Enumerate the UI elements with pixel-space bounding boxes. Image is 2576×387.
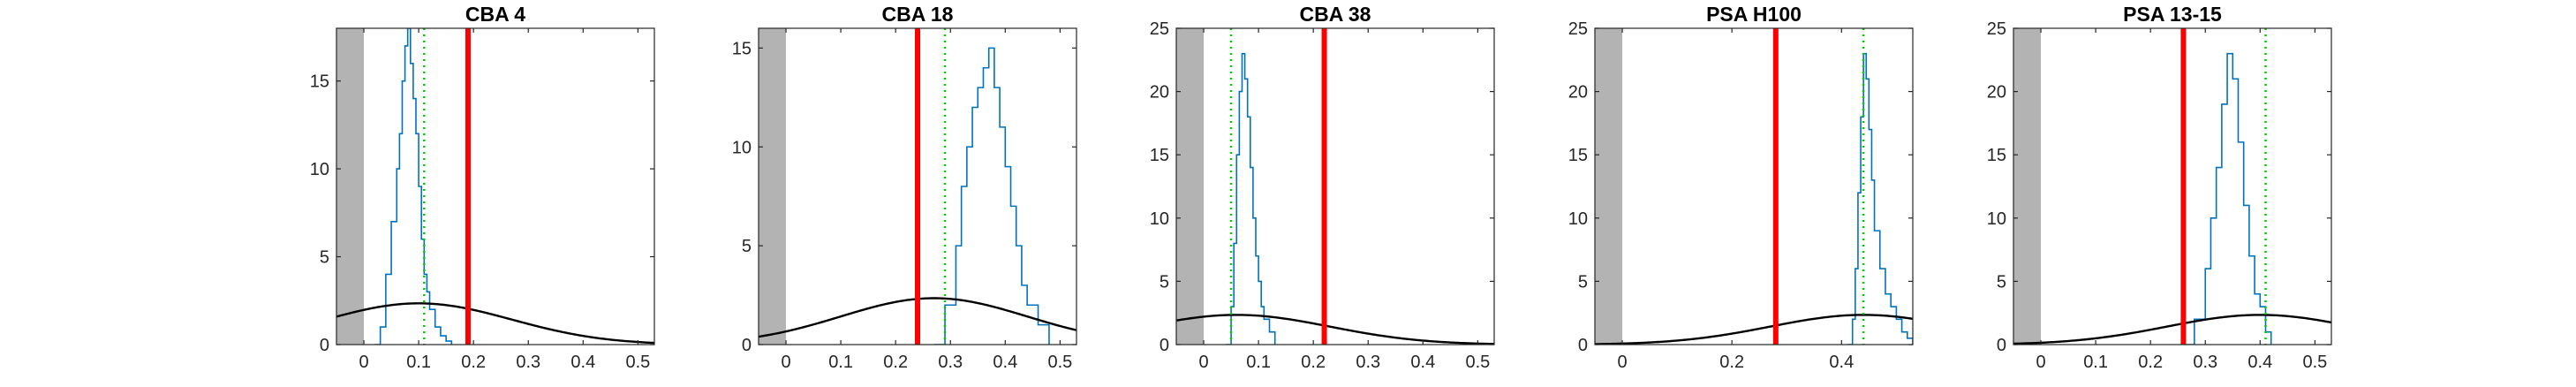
x-tick-label: 0.1 xyxy=(828,353,853,372)
shaded-region xyxy=(1176,28,1205,345)
x-tick-label: 0.3 xyxy=(2193,353,2217,372)
x-tick-label: 0.5 xyxy=(1047,353,1072,372)
x-tick-label: 0.3 xyxy=(1356,353,1380,372)
y-tick-label: 0 xyxy=(1997,336,2006,355)
chart-title: PSA H100 xyxy=(1706,3,1802,26)
y-tick-label: 20 xyxy=(1150,83,1169,102)
x-tick-label: 0.4 xyxy=(1410,353,1435,372)
y-tick-label: 10 xyxy=(1150,209,1169,229)
x-tick-label: 0.2 xyxy=(2138,353,2163,372)
y-tick-label: 25 xyxy=(1568,19,1588,39)
x-tick-label: 0 xyxy=(2036,353,2045,372)
shaded-region xyxy=(336,28,365,345)
y-tick-label: 10 xyxy=(310,160,329,179)
x-tick-label: 0.4 xyxy=(570,353,595,372)
plot-area xyxy=(1176,28,1494,345)
x-tick-label: 0.1 xyxy=(1246,353,1271,372)
y-tick-label: 0 xyxy=(1160,336,1169,355)
y-tick-label: 15 xyxy=(732,39,752,58)
x-tick-label: 0.2 xyxy=(461,353,486,372)
axes-box xyxy=(2013,27,2332,345)
axes-box xyxy=(758,27,1077,345)
density-curve xyxy=(2013,314,2331,345)
y-tick-label: 0 xyxy=(742,336,752,355)
chart-panel-3: 0 0.1 0.2 0.3 0.4 0.5 0 5 10 15 20 25 CBA 38 xyxy=(1150,3,1495,372)
y-tick-label: 10 xyxy=(732,138,752,157)
chart-panel-2: 0 0.1 0.2 0.3 0.4 0.5 0 5 10 15 CBA 18 xyxy=(732,3,1077,372)
chart-title: CBA 18 xyxy=(882,3,954,26)
y-tick-label: 0 xyxy=(1578,336,1588,355)
chart-panel-1: 0 0.1 0.2 0.3 0.4 0.5 0 5 10 15 CBA 4 xyxy=(310,3,655,372)
plot-area xyxy=(1595,28,1913,345)
chart-panel-5: 0 0.1 0.2 0.3 0.4 0.5 0 5 10 15 20 25 PSA 13-15 xyxy=(1987,3,2332,372)
histogram-series xyxy=(933,47,1050,345)
plot-area xyxy=(759,28,1076,345)
plot-area xyxy=(336,28,654,345)
y-tick-label: 15 xyxy=(1987,146,2006,165)
axes-box xyxy=(336,27,655,345)
x-tick-label: 0.5 xyxy=(625,353,650,372)
x-tick-label: 0.1 xyxy=(406,353,431,372)
density-curve xyxy=(1595,314,1913,345)
x-tick-label: 0.2 xyxy=(1719,353,1744,372)
y-tick-label: 5 xyxy=(1578,272,1588,292)
histogram-series xyxy=(1225,52,1276,345)
x-tick-label: 0.3 xyxy=(938,353,963,372)
y-tick-label: 5 xyxy=(1997,272,2006,292)
x-tick-label: 0.3 xyxy=(516,353,540,372)
y-tick-label: 5 xyxy=(1160,272,1169,292)
x-tick-label: 0 xyxy=(1198,353,1208,372)
histogram-series xyxy=(374,28,453,345)
x-tick-label: 0.5 xyxy=(2302,353,2327,372)
y-tick-label: 5 xyxy=(742,237,752,256)
y-tick-label: 20 xyxy=(1568,83,1588,102)
x-tick-label: 0.2 xyxy=(883,353,908,372)
x-tick-label: 0.2 xyxy=(1301,353,1326,372)
shaded-region xyxy=(2013,28,2042,345)
y-tick-label: 25 xyxy=(1150,19,1169,39)
y-tick-label: 0 xyxy=(320,336,329,355)
x-tick-label: 0.1 xyxy=(2083,353,2108,372)
x-tick-label: 0.4 xyxy=(1829,353,1854,372)
y-tick-label: 15 xyxy=(1150,146,1169,165)
y-tick-label: 20 xyxy=(1987,83,2006,102)
chart-title: CBA 38 xyxy=(1300,3,1371,26)
shaded-region xyxy=(1595,28,1623,345)
density-curve xyxy=(336,302,654,345)
chart-panel-4: 0 0.2 0.4 0 5 10 15 20 25 PSA H100 xyxy=(1568,3,1914,372)
axes-box xyxy=(1175,27,1495,345)
x-tick-label: 0 xyxy=(359,353,368,372)
shaded-region xyxy=(759,28,787,345)
x-tick-label: 0.4 xyxy=(2247,353,2272,372)
histogram-series xyxy=(1847,52,1913,345)
y-tick-label: 15 xyxy=(1568,146,1588,165)
y-tick-label: 10 xyxy=(1568,209,1588,229)
x-tick-label: 0 xyxy=(781,353,790,372)
plot-area xyxy=(2013,28,2331,345)
x-tick-label: 0 xyxy=(1617,353,1627,372)
y-tick-label: 25 xyxy=(1987,19,2006,39)
x-tick-label: 0.4 xyxy=(993,353,1017,372)
y-tick-label: 10 xyxy=(1987,209,2006,229)
x-tick-label: 0.5 xyxy=(1465,353,1490,372)
y-tick-label: 5 xyxy=(320,248,329,268)
density-curve xyxy=(1176,314,1494,345)
chart-title: PSA 13-15 xyxy=(2123,3,2222,26)
histogram-series xyxy=(2183,52,2272,345)
axes-box xyxy=(1594,27,1914,345)
chart-title: CBA 4 xyxy=(465,3,525,26)
y-tick-label: 15 xyxy=(310,72,329,92)
